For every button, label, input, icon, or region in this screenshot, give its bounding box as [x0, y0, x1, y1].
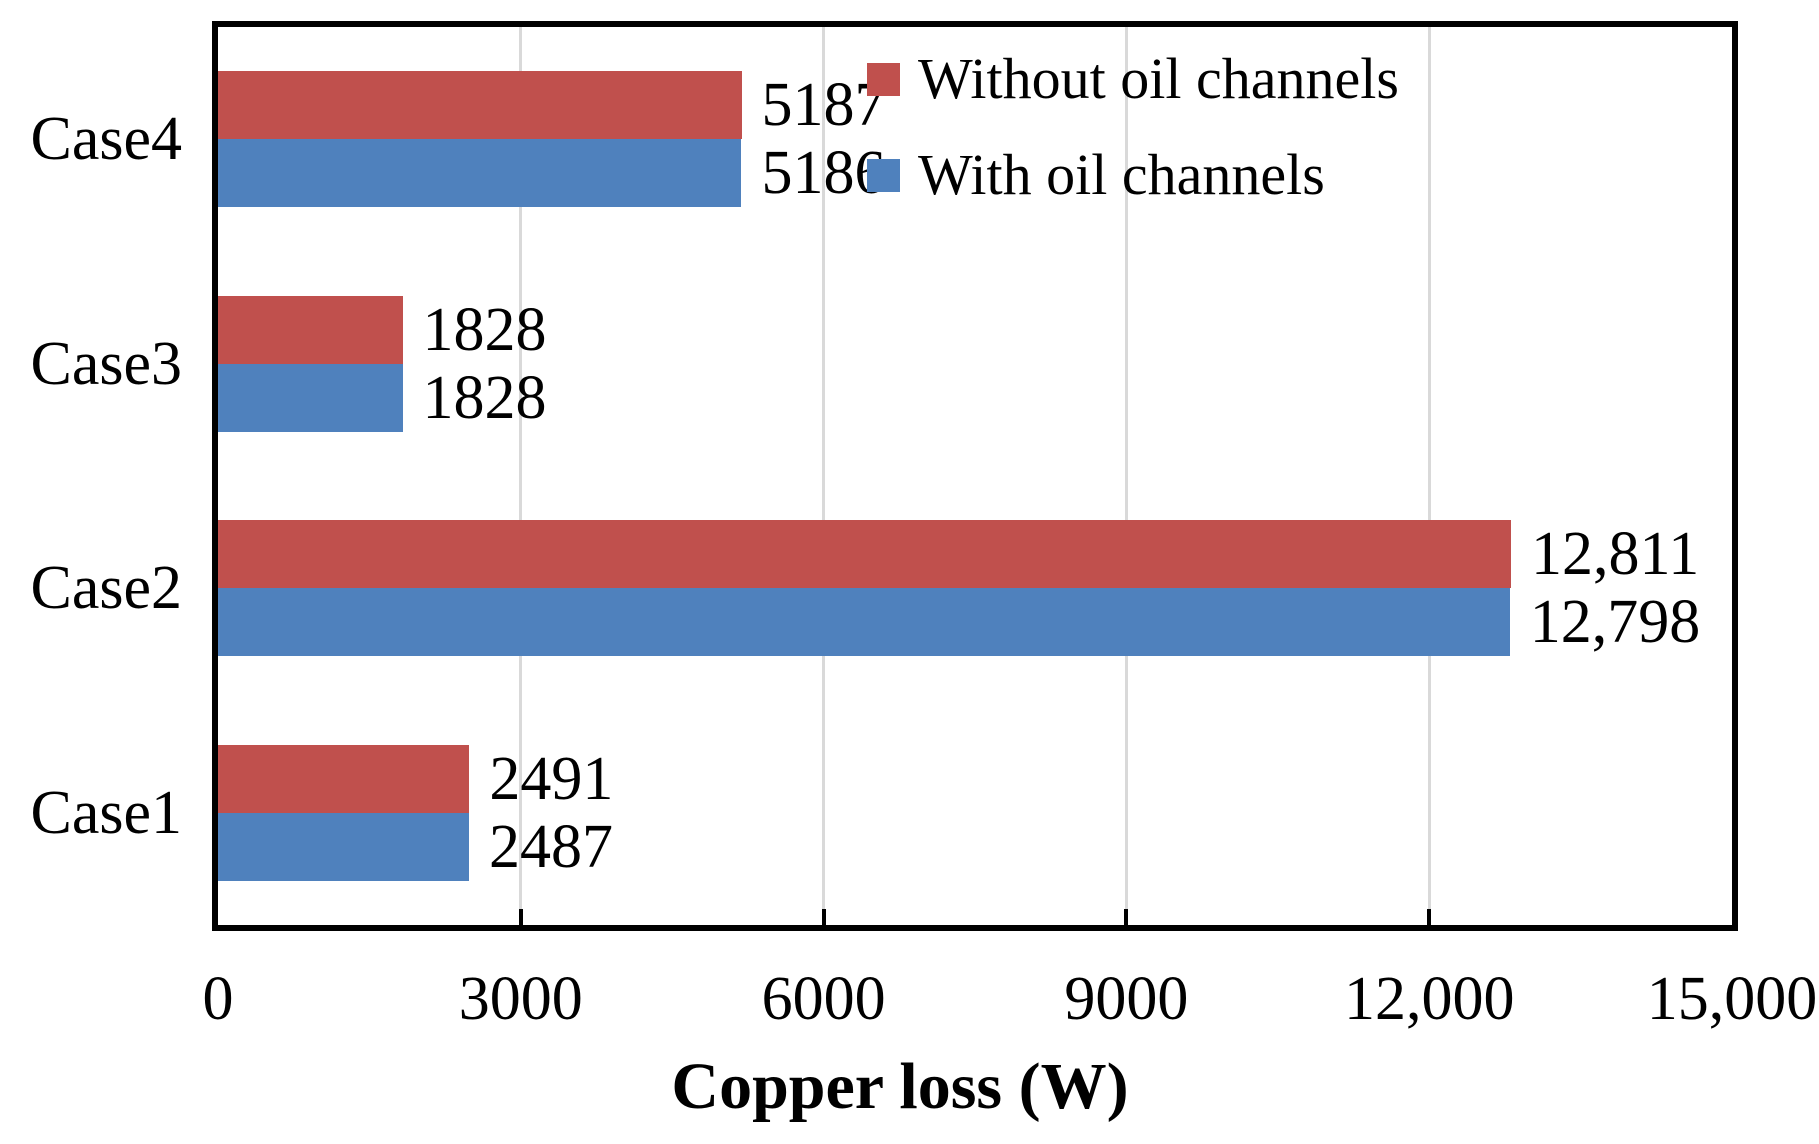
- bar-case2-without-oil-channels: [218, 520, 1512, 589]
- bar-case4-without-oil-channels: [218, 71, 742, 140]
- value-label-case4-with-oil-channels: 5186: [761, 139, 886, 208]
- gridline-x-9000: [1124, 27, 1128, 925]
- x-axis-title: Copper loss (W): [671, 1050, 1129, 1123]
- x-tickmark-9000: [1124, 909, 1129, 925]
- x-tickmark-6000: [821, 909, 826, 925]
- bar-case3-without-oil-channels: [218, 295, 403, 364]
- x-tickmark-12000: [1427, 909, 1432, 925]
- x-tick-label-12000: 12,000: [1343, 965, 1515, 1033]
- value-label-case1-without-oil-channels: 2491: [489, 744, 614, 813]
- bar-case1-with-oil-channels: [218, 812, 470, 881]
- legend-item-with-oil-channels: With oil channels: [867, 140, 1399, 210]
- legend-item-without-oil-channels: Without oil channels: [867, 44, 1399, 114]
- x-tick-label-6000: 6000: [761, 965, 886, 1033]
- category-label-case2: Case2: [30, 554, 182, 623]
- plot-area: 5187 5186 1828 1828 12,811 12,798 2491 2487: [212, 21, 1738, 931]
- x-tick-label-9000: 9000: [1064, 965, 1189, 1033]
- legend-swatch-icon: [867, 158, 900, 192]
- legend-swatch-icon: [867, 62, 900, 96]
- legend-label: Without oil channels: [918, 46, 1399, 111]
- gridline-x-6000: [822, 27, 826, 925]
- bar-case3-with-oil-channels: [218, 363, 403, 432]
- x-tick-label-3000: 3000: [458, 965, 583, 1033]
- bar-case2-with-oil-channels: [218, 588, 1510, 657]
- bar-case1-without-oil-channels: [218, 744, 470, 813]
- x-tick-label-15000: 15,000: [1646, 965, 1818, 1033]
- legend-label: With oil channels: [918, 142, 1325, 207]
- x-tick-label-0: 0: [202, 965, 234, 1033]
- value-label-case3-without-oil-channels: 1828: [422, 295, 547, 364]
- category-label-case1: Case1: [30, 778, 182, 847]
- value-label-case1-with-oil-channels: 2487: [489, 812, 614, 881]
- bar-case4-with-oil-channels: [218, 139, 742, 208]
- value-label-case3-with-oil-channels: 1828: [422, 363, 547, 432]
- gridline-x-3000: [519, 27, 523, 925]
- value-label-case4-without-oil-channels: 5187: [761, 71, 886, 140]
- x-tickmark-3000: [518, 909, 523, 925]
- category-label-case4: Case4: [30, 105, 182, 174]
- legend: Without oil channels With oil channels: [867, 44, 1399, 236]
- value-label-case2-without-oil-channels: 12,811: [1531, 520, 1700, 589]
- value-label-case2-with-oil-channels: 12,798: [1529, 588, 1701, 657]
- category-label-case3: Case3: [30, 329, 182, 398]
- gridline-x-12000: [1427, 27, 1431, 925]
